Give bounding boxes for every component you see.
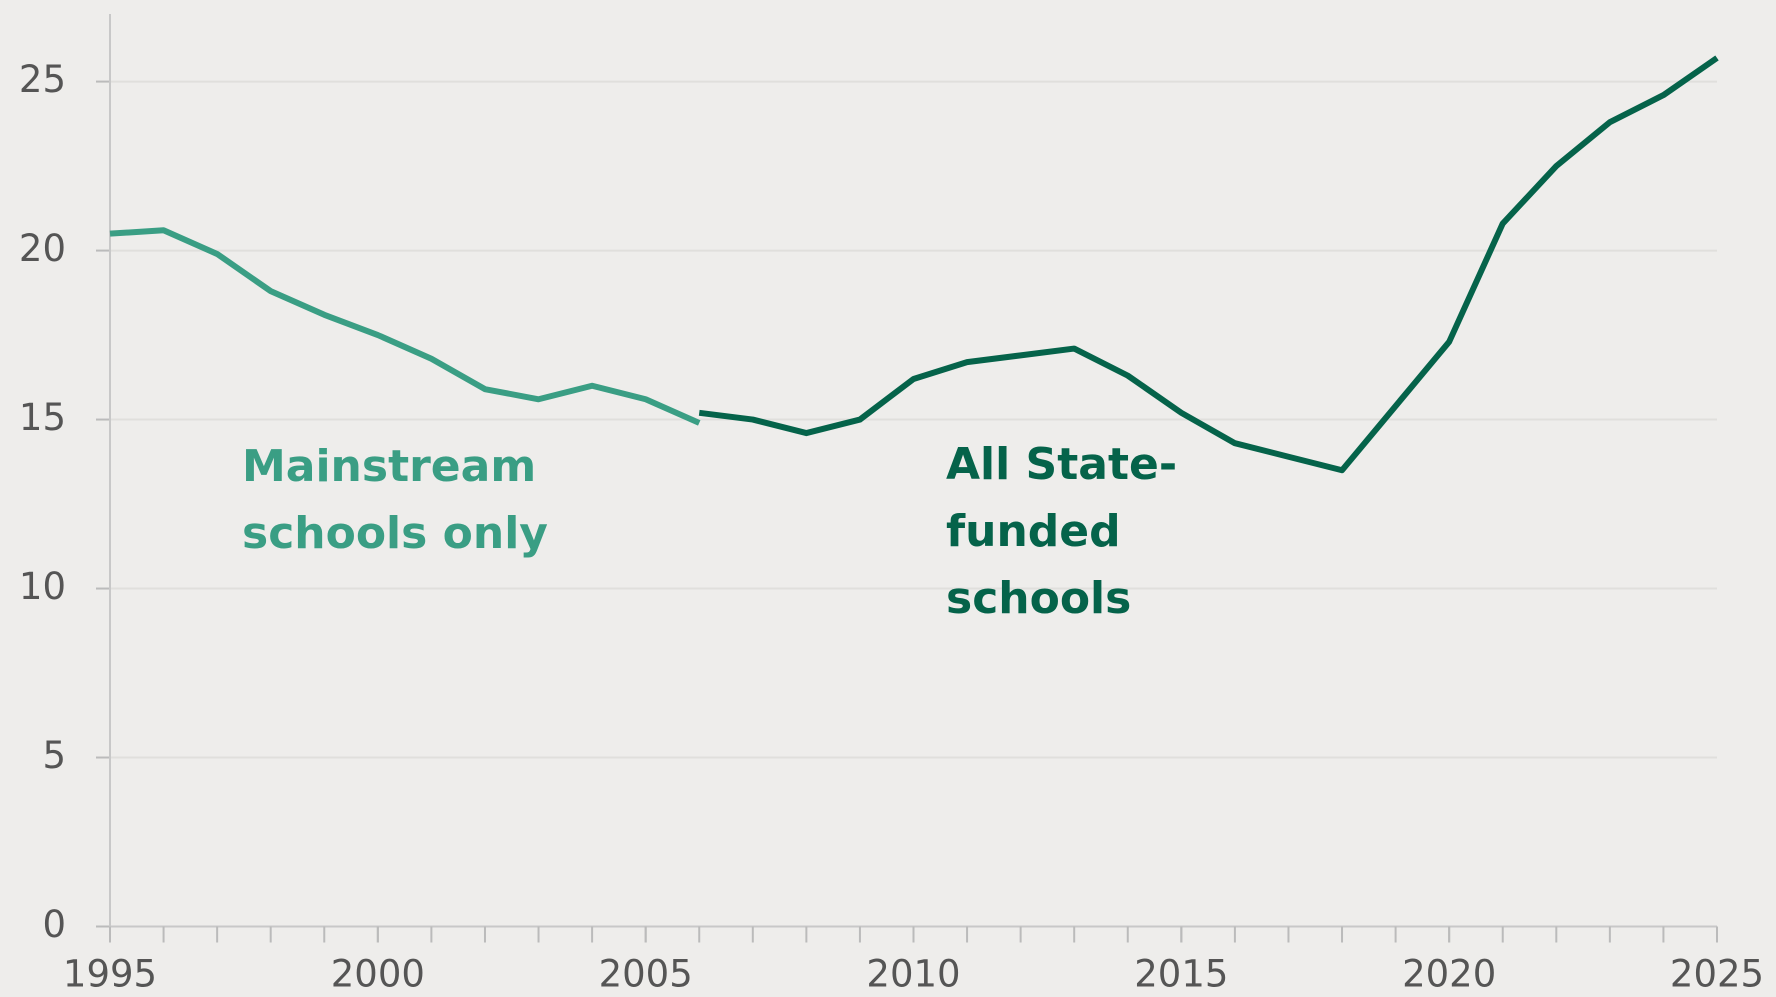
- y-tick-label: 0: [42, 903, 66, 946]
- y-tick-label: 20: [19, 227, 66, 270]
- annotation: Mainstream: [242, 441, 536, 492]
- x-tick-label: 2000: [331, 953, 425, 996]
- y-tick-label: 5: [42, 734, 66, 777]
- y-tick-label: 25: [19, 58, 66, 101]
- x-tick-label: 2005: [599, 953, 693, 996]
- x-tick-label: 2015: [1134, 953, 1228, 996]
- x-tick-label: 2010: [866, 953, 960, 996]
- line-series: [698, 55, 1719, 474]
- annotation: All State-: [946, 439, 1177, 490]
- y-tick-label: 15: [19, 396, 66, 439]
- annotation: schools: [946, 573, 1131, 624]
- x-tick-label: 2025: [1670, 953, 1764, 996]
- annotation: funded: [946, 506, 1121, 557]
- line-series: [109, 227, 701, 426]
- annotation: schools only: [242, 508, 548, 559]
- y-tick-label: 10: [19, 565, 66, 608]
- x-tick-label: 1995: [63, 953, 157, 996]
- x-tick-label: 2020: [1402, 953, 1496, 996]
